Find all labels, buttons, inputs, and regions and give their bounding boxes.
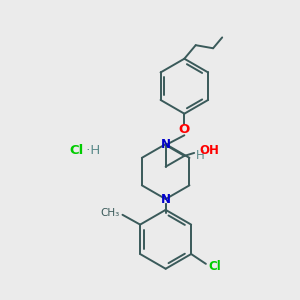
Text: OH: OH <box>199 145 219 158</box>
Text: O: O <box>179 123 190 136</box>
Text: CH₃: CH₃ <box>100 208 119 218</box>
Text: ·H: ·H <box>82 145 100 158</box>
Text: Cl: Cl <box>70 145 84 158</box>
Text: H: H <box>196 149 205 162</box>
Text: N: N <box>161 138 171 151</box>
Text: Cl: Cl <box>209 260 222 273</box>
Text: N: N <box>161 193 171 206</box>
